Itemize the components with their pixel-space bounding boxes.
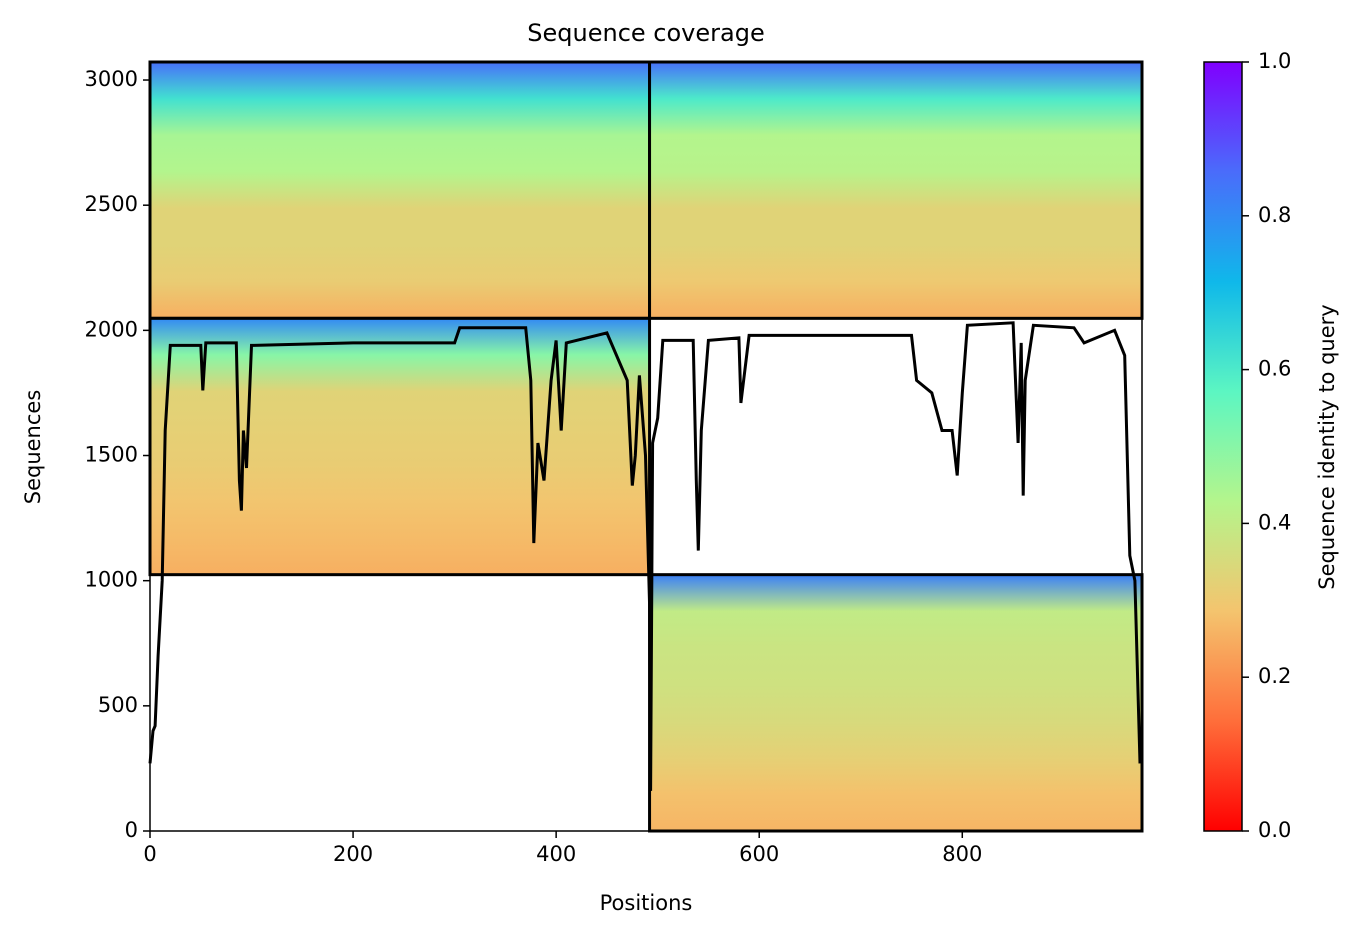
colorbar-tick-label: 0.2 — [1258, 664, 1291, 688]
x-tick-label: 400 — [536, 842, 576, 866]
y-tick-label: 500 — [98, 693, 138, 717]
x-tick-label: 0 — [143, 842, 156, 866]
colorbar-tick-label: 0.6 — [1258, 357, 1291, 381]
colorbar-tick-label: 1.0 — [1258, 49, 1291, 73]
colorbar-tick-label: 0.0 — [1258, 818, 1291, 842]
msa-block — [649, 574, 1142, 831]
y-tick-label: 2500 — [85, 192, 138, 216]
plot-frame — [149, 61, 1143, 832]
msa-block — [150, 62, 650, 319]
y-tick-label: 2000 — [85, 317, 138, 341]
msa-block — [649, 62, 1142, 319]
coverage-line — [148, 321, 1142, 791]
y-axis-label: Sequences — [21, 390, 45, 505]
msa-block — [150, 318, 650, 575]
x-tick-label: 800 — [942, 842, 982, 866]
x-axis-label: Positions — [600, 891, 693, 915]
x-tick-label: 600 — [739, 842, 779, 866]
colorbar — [1203, 61, 1243, 832]
y-tick-label: 3000 — [85, 67, 138, 91]
colorbar-tick-label: 0.4 — [1258, 510, 1291, 534]
y-tick-label: 0 — [125, 818, 138, 842]
chart-title: Sequence coverage — [527, 19, 764, 47]
colorbar-tick-label: 0.8 — [1258, 203, 1291, 227]
x-tick-label: 200 — [333, 842, 373, 866]
y-tick-label: 1500 — [85, 443, 138, 467]
y-tick-label: 1000 — [85, 568, 138, 592]
colorbar-label: Sequence identity to query — [1315, 304, 1339, 589]
